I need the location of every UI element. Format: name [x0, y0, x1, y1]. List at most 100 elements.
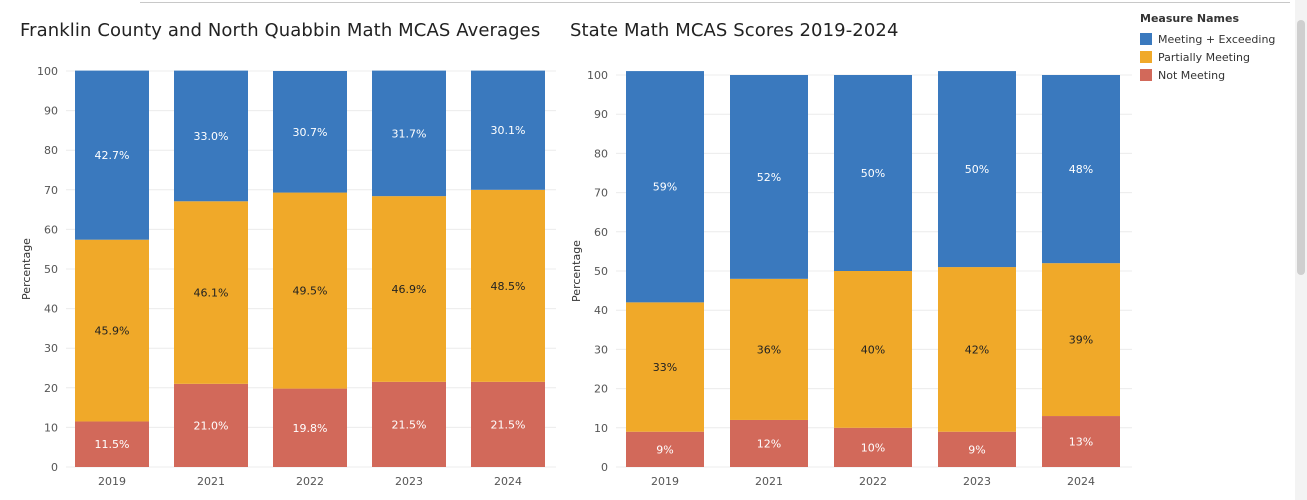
state-data-label-meeting-2022: 50%	[861, 167, 885, 180]
county-y-tick-label: 100	[37, 65, 58, 78]
state-data-label-not-2022: 10%	[861, 441, 885, 454]
state-data-label-meeting-2019: 59%	[653, 181, 677, 194]
county-data-label-not-2019: 11.5%	[95, 438, 130, 451]
state-data-label-meeting-2023: 50%	[965, 163, 989, 176]
county-data-label-not-2021: 21.0%	[194, 419, 229, 432]
state-bar-meeting-2022[interactable]	[834, 75, 912, 271]
state-bar-partial-2021[interactable]	[730, 278, 808, 420]
state-x-tick-label-2022: 2022	[859, 475, 887, 488]
county-data-label-partial-2021: 46.1%	[194, 287, 229, 300]
state-y-tick-label: 20	[594, 383, 608, 396]
state-data-label-not-2019: 9%	[656, 443, 673, 456]
state-data-label-not-2024: 13%	[1069, 436, 1093, 449]
state-bar-partial-2019[interactable]	[626, 302, 704, 432]
county-bar-meeting-2024[interactable]	[471, 70, 545, 190]
county-y-tick-label: 0	[51, 461, 58, 474]
county-stacked-bar-chart: 0 10 20 30 40 50 60 70 80 90 100 Percentage 11.5% 45.…	[20, 65, 556, 488]
state-bar-not-2019[interactable]	[626, 431, 704, 467]
state-data-label-meeting-2021: 52%	[757, 171, 781, 184]
state-data-label-partial-2019: 33%	[653, 361, 677, 374]
legend-title: Measure Names	[1140, 12, 1240, 25]
legend-label-meeting: Meeting + Exceeding	[1158, 32, 1276, 46]
county-bar-partial-2019[interactable]	[75, 239, 149, 422]
state-bar-not-2021[interactable]	[730, 419, 808, 467]
county-y-tick-label: 30	[44, 342, 58, 355]
county-bar-not-2021[interactable]	[174, 383, 248, 467]
county-data-label-partial-2024: 48.5%	[491, 280, 526, 293]
state-y-tick-label: 60	[594, 226, 608, 239]
county-bar-partial-2024[interactable]	[471, 189, 545, 382]
state-bar-meeting-2021[interactable]	[730, 75, 808, 279]
state-bar-partial-2023[interactable]	[938, 267, 1016, 432]
legend: Measure Names Meeting + Exceeding Partia…	[1140, 12, 1275, 84]
county-y-tick-label: 40	[44, 303, 58, 316]
state-y-tick-label: 50	[594, 265, 608, 278]
state-y-tick-label: 80	[594, 147, 608, 160]
county-x-tick-label-2019: 2019	[98, 475, 126, 488]
state-bar-partial-2024[interactable]	[1042, 263, 1120, 417]
county-x-tick-label-2024: 2024	[494, 475, 522, 488]
state-bar-meeting-2023[interactable]	[938, 71, 1016, 268]
county-y-tick-label: 70	[44, 184, 58, 197]
state-data-label-not-2021: 12%	[757, 437, 781, 450]
state-data-label-not-2023: 9%	[968, 443, 985, 456]
county-bar-not-2024[interactable]	[471, 381, 545, 467]
county-bar-not-2019[interactable]	[75, 421, 149, 467]
county-y-tick-label: 80	[44, 144, 58, 157]
county-x-tick-label-2021: 2021	[197, 475, 225, 488]
vertical-scrollbar[interactable]	[1295, 0, 1307, 500]
county-data-label-partial-2022: 49.5%	[293, 285, 328, 298]
state-bar-not-2022[interactable]	[834, 427, 912, 467]
county-bar-meeting-2022[interactable]	[273, 71, 347, 193]
county-bar-meeting-2019[interactable]	[75, 70, 149, 240]
legend-item-not-meeting[interactable]: Not Meeting	[1140, 66, 1275, 84]
scrollbar-thumb[interactable]	[1297, 20, 1305, 275]
county-data-label-not-2024: 21.5%	[491, 418, 526, 431]
state-data-label-partial-2023: 42%	[965, 343, 989, 356]
state-data-label-partial-2022: 40%	[861, 343, 885, 356]
county-data-label-not-2023: 21.5%	[392, 418, 427, 431]
state-x-tick-label-2019: 2019	[651, 475, 679, 488]
county-bar-meeting-2021[interactable]	[174, 70, 248, 202]
county-x-tick-label-2022: 2022	[296, 475, 324, 488]
county-data-label-meeting-2023: 31.7%	[392, 127, 427, 140]
state-y-tick-label: 100	[587, 69, 608, 82]
county-data-label-partial-2019: 45.9%	[95, 325, 130, 338]
county-data-label-meeting-2019: 42.7%	[95, 149, 130, 162]
county-y-tick-label: 90	[44, 105, 58, 118]
legend-item-partial[interactable]: Partially Meeting	[1140, 48, 1275, 66]
state-data-label-partial-2024: 39%	[1069, 334, 1093, 347]
county-data-label-meeting-2024: 30.1%	[491, 124, 526, 137]
legend-label-not-meeting: Not Meeting	[1158, 68, 1226, 82]
county-bar-partial-2021[interactable]	[174, 201, 248, 384]
county-y-tick-label: 50	[44, 263, 58, 276]
legend-swatch-not-meeting	[1140, 69, 1152, 81]
state-y-tick-label: 30	[594, 343, 608, 356]
county-y-tick-label: 10	[44, 421, 58, 434]
state-y-tick-label: 10	[594, 422, 608, 435]
state-bar-partial-2022[interactable]	[834, 271, 912, 428]
state-x-tick-label-2023: 2023	[963, 475, 991, 488]
county-y-tick-label: 20	[44, 382, 58, 395]
county-bar-meeting-2023[interactable]	[372, 70, 446, 197]
county-bar-not-2023[interactable]	[372, 381, 446, 467]
legend-item-meeting[interactable]: Meeting + Exceeding	[1140, 30, 1275, 48]
legend-label-partial: Partially Meeting	[1158, 50, 1250, 64]
county-y-axis-label: Percentage	[20, 238, 33, 300]
county-data-label-meeting-2021: 33.0%	[194, 130, 229, 143]
county-bar-not-2022[interactable]	[273, 388, 347, 467]
state-bar-meeting-2019[interactable]	[626, 71, 704, 303]
state-x-tick-label-2021: 2021	[755, 475, 783, 488]
state-bar-meeting-2024[interactable]	[1042, 75, 1120, 264]
state-data-label-partial-2021: 36%	[757, 343, 781, 356]
state-y-tick-label: 0	[601, 461, 608, 474]
county-bar-partial-2022[interactable]	[273, 192, 347, 389]
state-bar-not-2024[interactable]	[1042, 416, 1120, 467]
state-x-tick-label-2024: 2024	[1067, 475, 1095, 488]
chart-title-state: State Math MCAS Scores 2019-2024	[570, 20, 899, 41]
state-y-tick-label: 40	[594, 304, 608, 317]
state-bar-not-2023[interactable]	[938, 431, 1016, 467]
county-bar-partial-2023[interactable]	[372, 196, 446, 382]
county-data-label-partial-2023: 46.9%	[392, 283, 427, 296]
county-x-tick-label-2023: 2023	[395, 475, 423, 488]
